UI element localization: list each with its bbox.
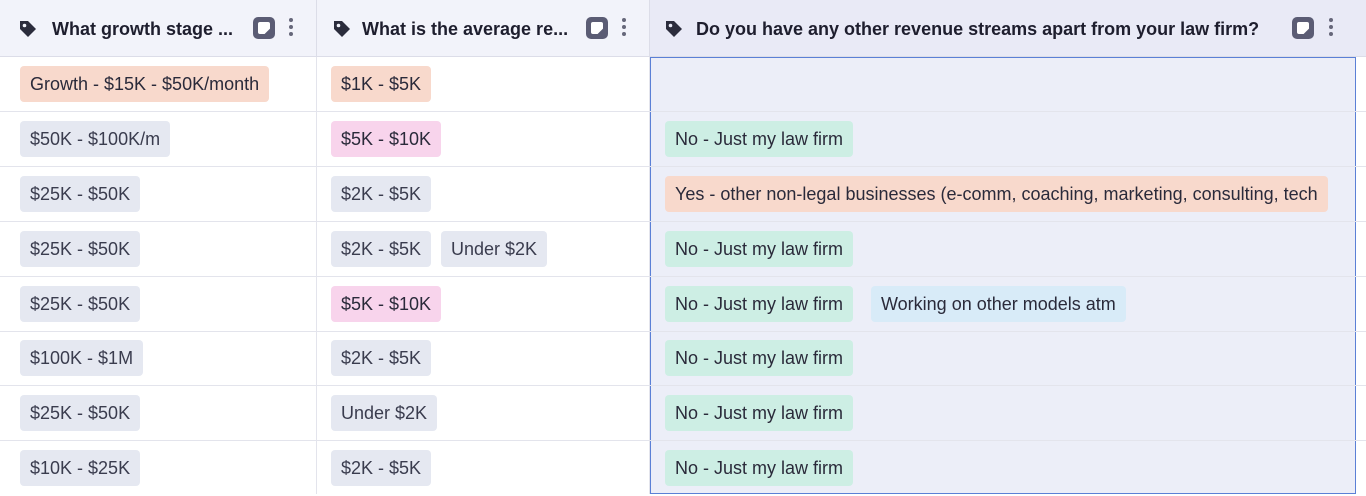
- cell-other-revenue[interactable]: No - Just my law firm: [650, 112, 1356, 166]
- more-options-icon[interactable]: [288, 18, 294, 38]
- cell-average-revenue[interactable]: $5K - $10K: [317, 112, 649, 166]
- table-row: $25K - $50K $2K - $5K Under $2K No - Jus…: [0, 222, 1366, 277]
- cell-growth-stage[interactable]: Growth - $15K - $50K/month: [0, 57, 316, 111]
- cell-other-revenue[interactable]: No - Just my law firm Working on other m…: [650, 277, 1356, 331]
- table-row: $50K - $100K/m $5K - $10K No - Just my l…: [0, 112, 1366, 167]
- cell-growth-stage[interactable]: $25K - $50K: [0, 277, 316, 331]
- cell-average-revenue[interactable]: $2K - $5K: [317, 331, 649, 385]
- table-row: Growth - $15K - $50K/month $1K - $5K: [0, 57, 1366, 112]
- table-header: What growth stage ... What is the averag…: [0, 0, 1366, 57]
- tag-icon: [666, 21, 682, 37]
- column-title: What growth stage ...: [52, 19, 234, 39]
- option-chip: No - Just my law firm: [665, 286, 854, 322]
- option-chip: Under $2K: [441, 231, 548, 267]
- column-divider: [649, 57, 650, 494]
- column-header-growth-stage[interactable]: What growth stage ...: [0, 0, 317, 56]
- cell-growth-stage[interactable]: $25K - $50K: [0, 222, 316, 276]
- column-header-average-revenue[interactable]: What is the average re...: [317, 0, 650, 56]
- option-chip: $10K - $25K: [20, 450, 141, 486]
- option-chip: $25K - $50K: [20, 176, 141, 212]
- tag-icon: [20, 21, 36, 37]
- option-chip: $25K - $50K: [20, 286, 141, 322]
- cell-growth-stage[interactable]: $100K - $1M: [0, 331, 316, 385]
- option-chip: No - Just my law firm: [665, 121, 854, 157]
- cell-growth-stage[interactable]: $50K - $100K/m: [0, 112, 316, 166]
- cell-other-revenue[interactable]: Yes - other non-legal businesses (e-comm…: [650, 167, 1342, 221]
- table-row: $100K - $1M $2K - $5K No - Just my law f…: [0, 331, 1366, 386]
- cell-average-revenue[interactable]: $2K - $5K: [317, 167, 649, 221]
- cell-growth-stage[interactable]: $25K - $50K: [0, 167, 316, 221]
- option-chip: Yes - other non-legal businesses (e-comm…: [665, 176, 1328, 212]
- cell-other-revenue[interactable]: No - Just my law firm: [650, 386, 1356, 440]
- cell-other-revenue[interactable]: No - Just my law firm: [650, 441, 1356, 495]
- row-divider: [0, 385, 1366, 386]
- cell-average-revenue[interactable]: $5K - $10K: [317, 277, 649, 331]
- cell-growth-stage[interactable]: $10K - $25K: [0, 441, 316, 495]
- note-icon[interactable]: [253, 17, 275, 39]
- option-chip: $1K - $5K: [331, 66, 432, 102]
- option-chip: No - Just my law firm: [665, 340, 854, 376]
- note-icon[interactable]: [586, 17, 608, 39]
- option-chip: $2K - $5K: [331, 340, 432, 376]
- row-divider: [0, 111, 1366, 112]
- row-divider: [0, 331, 1366, 332]
- option-chip: Under $2K: [331, 395, 438, 431]
- table-row: $10K - $25K $2K - $5K No - Just my law f…: [0, 441, 1366, 496]
- cell-other-revenue[interactable]: No - Just my law firm: [650, 222, 1356, 276]
- cell-other-revenue[interactable]: [650, 57, 1356, 111]
- row-divider: [0, 440, 1366, 441]
- option-chip: No - Just my law firm: [665, 450, 854, 486]
- note-icon[interactable]: [1292, 17, 1314, 39]
- cell-average-revenue[interactable]: Under $2K: [317, 386, 649, 440]
- cell-average-revenue[interactable]: $2K - $5K: [317, 441, 649, 495]
- option-chip: $5K - $10K: [331, 286, 442, 322]
- column-header-other-revenue[interactable]: Do you have any other revenue streams ap…: [650, 0, 1366, 56]
- column-title: Do you have any other revenue streams ap…: [696, 19, 1260, 39]
- option-chip: $50K - $100K/m: [20, 121, 171, 157]
- table-row: $25K - $50K $5K - $10K No - Just my law …: [0, 277, 1366, 332]
- cell-average-revenue[interactable]: $2K - $5K Under $2K: [317, 222, 649, 276]
- row-divider: [0, 166, 1366, 167]
- option-chip: $25K - $50K: [20, 231, 141, 267]
- tag-icon: [334, 21, 350, 37]
- option-chip: $5K - $10K: [331, 121, 442, 157]
- cell-other-revenue[interactable]: No - Just my law firm: [650, 331, 1356, 385]
- cell-average-revenue[interactable]: $1K - $5K: [317, 57, 649, 111]
- option-chip: No - Just my law firm: [665, 231, 854, 267]
- table-row: $25K - $50K Under $2K No - Just my law f…: [0, 386, 1366, 441]
- row-divider: [0, 276, 1366, 277]
- option-chip: $2K - $5K: [331, 176, 432, 212]
- option-chip: Working on other models atm: [871, 286, 1126, 322]
- more-options-icon[interactable]: [621, 18, 627, 38]
- option-chip: $2K - $5K: [331, 450, 432, 486]
- cell-growth-stage[interactable]: $25K - $50K: [0, 386, 316, 440]
- option-chip: No - Just my law firm: [665, 395, 854, 431]
- option-chip: $100K - $1M: [20, 340, 144, 376]
- table-row: $25K - $50K $2K - $5K Yes - other non-le…: [0, 167, 1366, 222]
- column-divider: [316, 57, 317, 494]
- option-chip: $2K - $5K: [331, 231, 432, 267]
- column-title: What is the average re...: [362, 19, 569, 39]
- row-divider: [0, 221, 1366, 222]
- option-chip: Growth - $15K - $50K/month: [20, 66, 270, 102]
- more-options-icon[interactable]: [1328, 18, 1334, 38]
- option-chip: $25K - $50K: [20, 395, 141, 431]
